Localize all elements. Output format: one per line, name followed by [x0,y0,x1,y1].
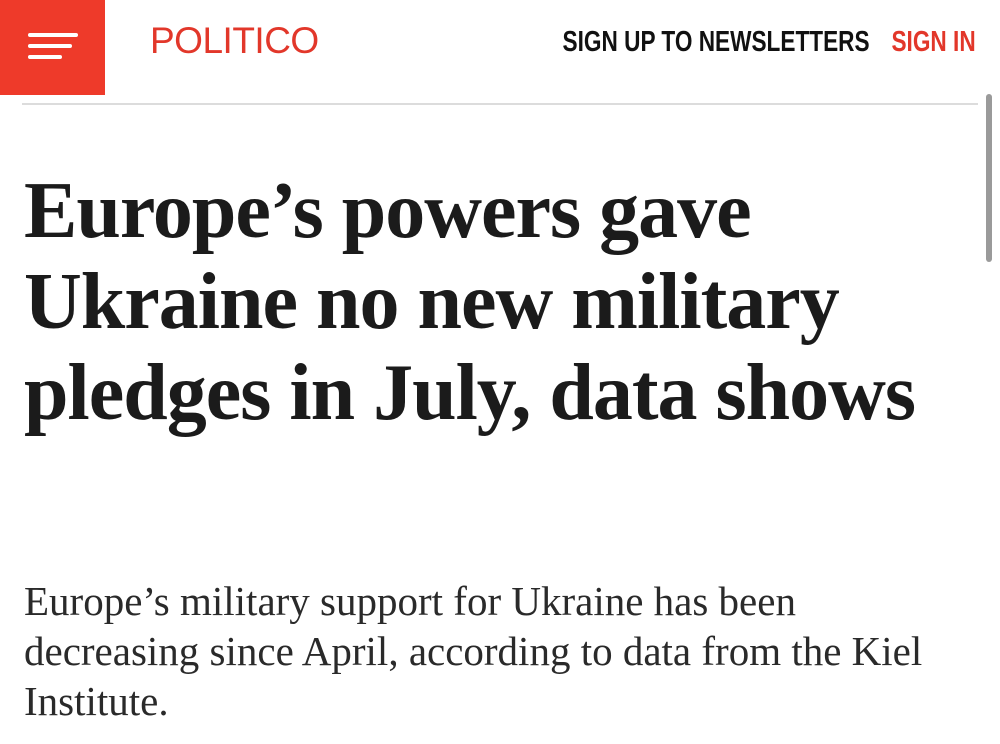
divider [22,103,978,105]
logo[interactable]: POLITICO [150,20,319,61]
scrollbar[interactable] [986,94,992,262]
header-links: SIGN UP TO NEWSLETTERS SIGN IN [563,26,976,59]
newsletter-link[interactable]: SIGN UP TO NEWSLETTERS [562,26,870,58]
subheadline: Europe’s military support for Ukraine ha… [24,578,923,724]
signin-link[interactable]: SIGN IN [891,26,976,58]
headline: Europe’s powers gave Ukraine no new mili… [24,167,916,437]
menu-button[interactable] [0,0,105,95]
